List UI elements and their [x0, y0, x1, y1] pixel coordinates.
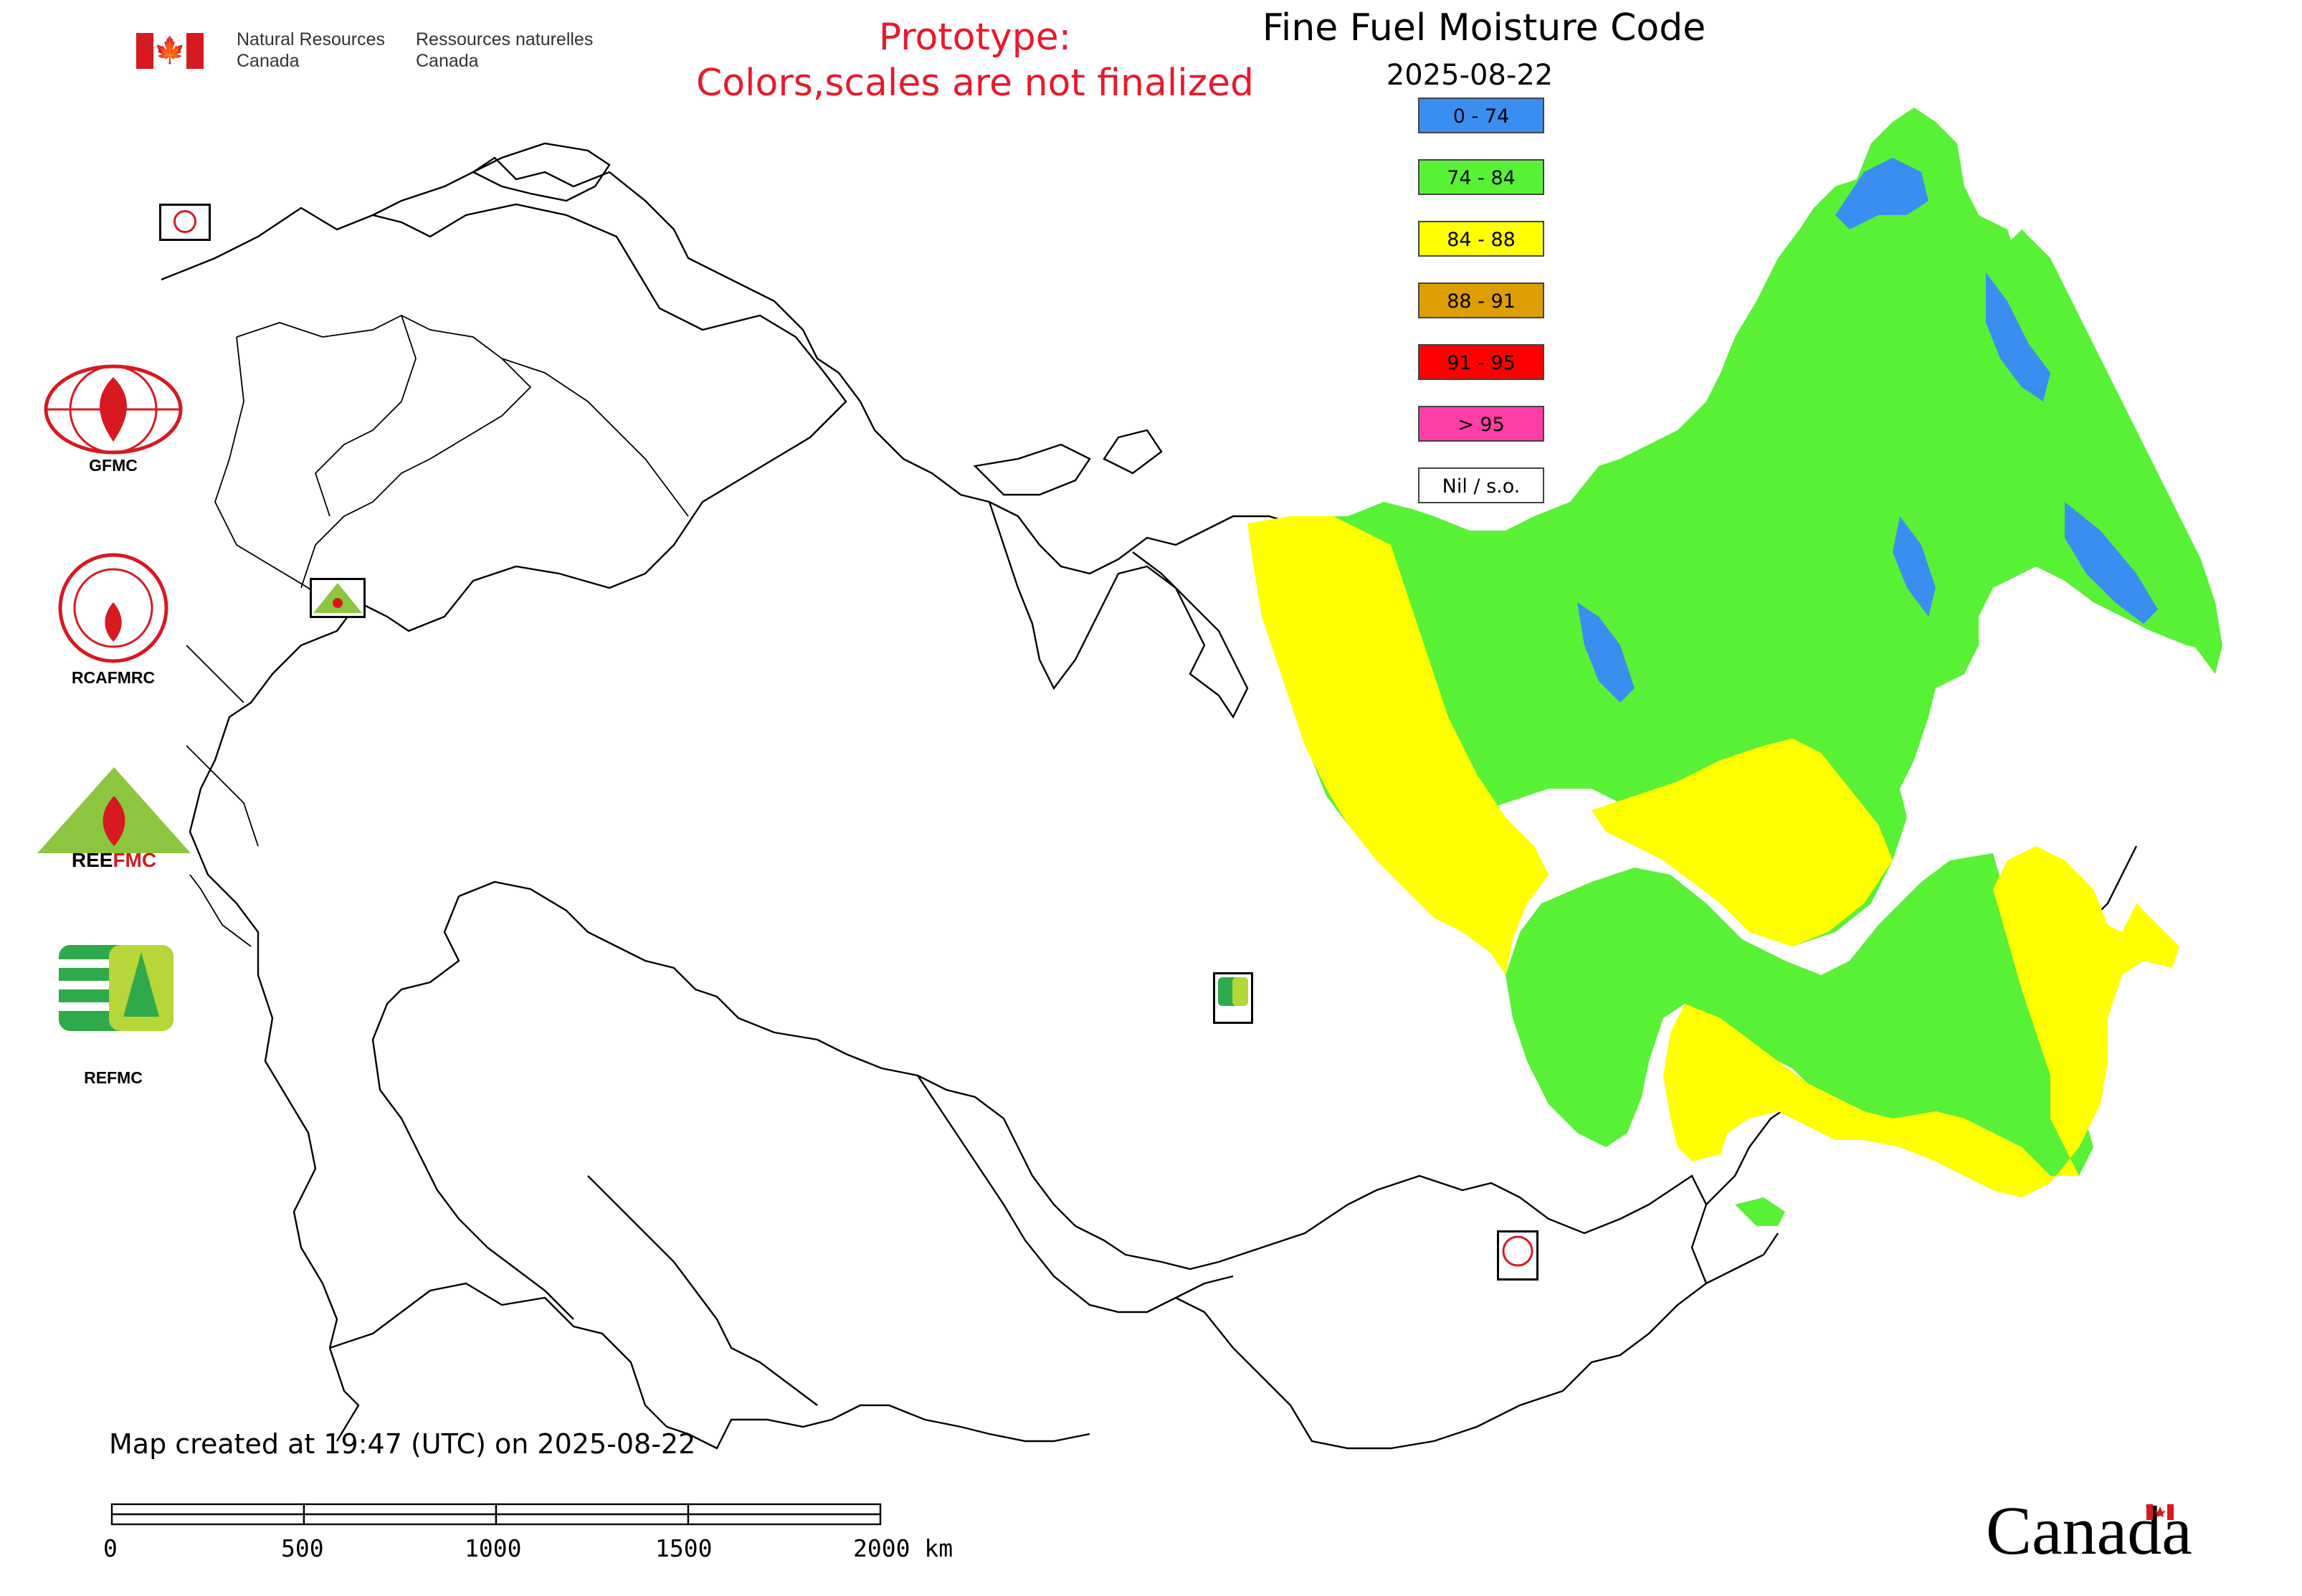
refmc-location-marker	[1213, 972, 1253, 1024]
map-created-timestamp: Map created at 19:47 (UTC) on 2025-08-22	[109, 1428, 696, 1460]
peninsula-outline	[988, 501, 1249, 719]
raster-yellow-south	[1663, 846, 2179, 1197]
scale-label: 2000 km	[853, 1534, 953, 1562]
canada-flag-icon: 🍁	[136, 33, 204, 69]
northern-coast-outline	[372, 156, 1305, 575]
legend-item: 84 - 88	[1418, 221, 1544, 257]
gfmc-label: GFMC	[89, 456, 138, 475]
agency-name-english: Natural Resources Canada	[237, 29, 386, 71]
nrcan-signature: 🍁 Natural Resources Canada Ressources na…	[136, 29, 595, 72]
canada-wordmark: Canada	[1986, 1492, 2192, 1569]
reefmc-location-marker	[310, 578, 366, 618]
raster-blue-northeast	[1835, 158, 1928, 229]
map-title: Fine Fuel Moisture Code	[1262, 6, 1706, 49]
western-region-outline	[161, 203, 847, 1349]
scale-label: 1500	[655, 1534, 713, 1562]
rcafmrc-location-marker	[1497, 1230, 1538, 1281]
raster-blue-central	[1577, 516, 1936, 703]
canada-wordmark-flag-icon	[2146, 1504, 2174, 1520]
scale-label: 1000	[465, 1534, 522, 1562]
rcafmrc-label: RCAFMRC	[71, 668, 156, 687]
southern-boundary-outline	[328, 1282, 1090, 1450]
raster-yellow-central	[1592, 738, 1893, 946]
internal-boundaries	[179, 314, 689, 947]
scale-bar	[110, 1503, 882, 1526]
raster-blue-east	[1986, 272, 2158, 624]
map-date: 2025-08-22	[1386, 59, 1554, 92]
gfmc-logo-icon	[44, 364, 183, 455]
reefmc-emblem-text: REEFMC	[71, 849, 157, 871]
refmc-logo-icon	[59, 945, 173, 1031]
legend-item: 74 - 84	[1418, 159, 1544, 195]
raster-green-south	[1506, 853, 2093, 1176]
rcafmrc-logo-icon	[58, 553, 168, 663]
scale-label: 0	[103, 1534, 118, 1562]
fire-index-raster	[1247, 108, 2222, 1226]
prototype-notice: Prototype: Colors,scales are not finaliz…	[695, 16, 1255, 105]
raster-yellow-west	[1247, 516, 1549, 975]
central-asia-outline	[371, 880, 1234, 1406]
raster-green-island	[1735, 1197, 1785, 1226]
raster-green	[1247, 108, 2215, 946]
scale-label: 500	[281, 1534, 324, 1562]
mongolia-outline	[1175, 1174, 1708, 1450]
legend-item: 91 - 95	[1418, 344, 1544, 380]
arctic-island-2	[973, 443, 1091, 496]
legend-item: 88 - 91	[1418, 282, 1544, 318]
gfmc-location-marker	[159, 204, 211, 241]
reefmc-logo-icon	[37, 767, 191, 875]
arctic-island-3	[1103, 429, 1163, 475]
arctic-island-1	[471, 142, 611, 202]
legend-item: > 95	[1418, 406, 1544, 442]
refmc-label: REFMC	[84, 1068, 143, 1087]
raster-green-east	[1993, 229, 2222, 674]
legend-item: Nil / s.o.	[1418, 467, 1544, 503]
agency-name-french: Ressources naturelles Canada	[416, 29, 594, 71]
legend-item: 0 - 74	[1418, 98, 1544, 133]
